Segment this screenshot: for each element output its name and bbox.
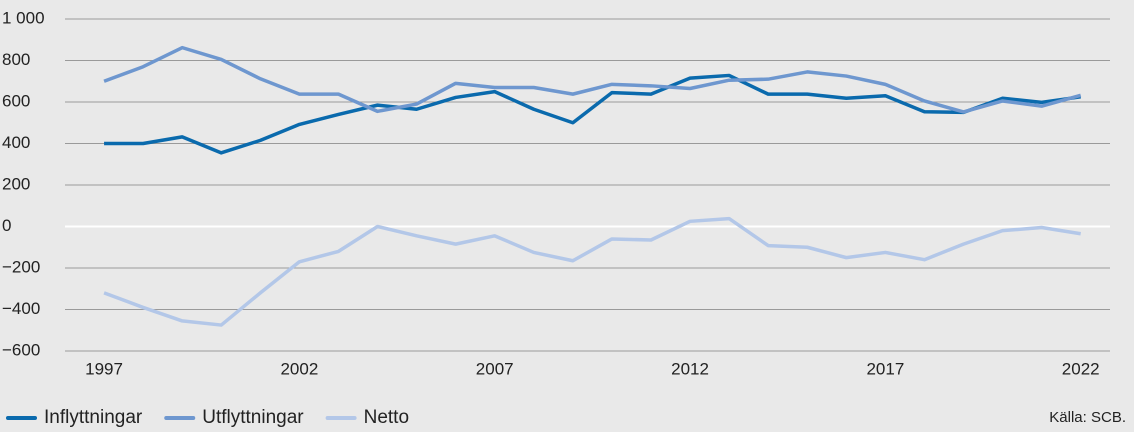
x-tick-label: 2007 [476, 359, 514, 378]
y-tick-label: 0 [2, 216, 11, 235]
y-tick-label: 400 [2, 133, 30, 152]
y-tick-label: 600 [2, 91, 30, 110]
x-tick-label: 2012 [671, 359, 709, 378]
source: Källa: SCB. [1049, 409, 1126, 426]
x-tick-label: 2022 [1062, 359, 1100, 378]
y-tick-label: 1 000 [2, 8, 45, 27]
y-tick-label: 800 [2, 50, 30, 69]
line [103, 45, 1082, 114]
x-tick-label: 1997 [85, 359, 123, 378]
legend-label: Netto [364, 407, 409, 428]
legend-label: Inflyttningar [44, 407, 143, 428]
x-tick-label: 2017 [866, 359, 904, 378]
legend-label: Utflyttningar [202, 407, 304, 428]
y-tick-label: −400 [2, 299, 40, 318]
y-tick-label: −600 [2, 340, 40, 359]
x-tick-label: 2002 [280, 359, 318, 378]
line [104, 73, 1081, 155]
y-tick-label: 200 [2, 174, 30, 193]
line [103, 216, 1081, 327]
y-tick-label: −200 [2, 257, 40, 276]
